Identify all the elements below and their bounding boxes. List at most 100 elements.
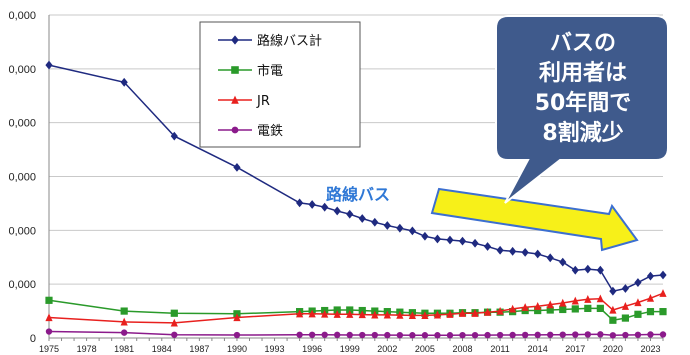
x-tick-label: 1993 <box>265 344 285 354</box>
x-tick-label: 1987 <box>189 344 209 354</box>
data-point <box>509 246 517 256</box>
data-point <box>321 309 329 318</box>
data-point <box>171 331 178 338</box>
data-point <box>120 317 128 326</box>
data-point <box>446 235 454 245</box>
data-point <box>584 264 592 274</box>
data-point <box>622 331 629 339</box>
data-point <box>170 309 178 317</box>
data-point <box>471 331 479 339</box>
data-point <box>609 286 617 296</box>
data-point <box>233 162 241 172</box>
data-point <box>484 331 491 339</box>
data-point <box>521 331 529 339</box>
data-point <box>446 332 454 339</box>
data-point <box>409 332 416 339</box>
data-point <box>571 305 579 313</box>
data-point <box>120 307 128 315</box>
callout-bubble <box>495 15 669 204</box>
data-point <box>521 248 529 257</box>
data-point <box>433 234 442 244</box>
data-point <box>321 202 329 212</box>
x-tick-label: 2002 <box>377 344 397 354</box>
data-point <box>584 304 592 312</box>
data-point <box>634 298 642 307</box>
data-point <box>509 331 516 339</box>
data-point <box>596 265 604 275</box>
data-point <box>659 289 667 297</box>
data-point <box>609 332 617 339</box>
data-point <box>559 257 567 267</box>
data-point <box>546 300 554 309</box>
data-point <box>396 223 404 233</box>
data-point <box>408 311 416 319</box>
data-point <box>458 236 467 246</box>
data-point <box>170 318 178 327</box>
y-tick-label: 0,000 <box>8 279 36 291</box>
data-point <box>509 304 517 313</box>
data-point <box>371 310 379 319</box>
data-point <box>45 296 53 304</box>
data-point <box>358 214 366 223</box>
x-tick-label: 2014 <box>528 344 548 354</box>
data-point <box>559 305 567 314</box>
trend-arrow-shape <box>430 187 639 252</box>
x-tick-label: 1975 <box>39 344 59 354</box>
data-point <box>296 331 303 338</box>
data-point <box>446 310 454 318</box>
y-tick-label: 0,000 <box>8 10 36 22</box>
data-point <box>433 310 442 319</box>
data-point <box>333 306 341 314</box>
x-tick-label: 1990 <box>227 344 247 354</box>
x-tick-label: 2017 <box>565 344 585 354</box>
x-tick-label: 2008 <box>452 344 472 354</box>
data-point <box>646 271 655 281</box>
x-tick-label: 1984 <box>152 344 172 354</box>
legend-label: JR <box>256 94 270 109</box>
y-tick-label: 0,000 <box>8 118 36 130</box>
callout-line-1: バスの <box>550 31 616 56</box>
data-point <box>346 331 353 339</box>
callout-line-4: 8割減少 <box>542 120 623 146</box>
series-line <box>48 299 663 322</box>
legend-item: 路線バス計 <box>218 33 322 49</box>
data-point <box>308 200 316 209</box>
data-point <box>634 278 642 287</box>
data-point <box>521 303 529 311</box>
data-point <box>572 331 579 338</box>
data-point <box>334 331 341 339</box>
data-point <box>346 209 354 219</box>
data-point <box>571 265 579 275</box>
data-point <box>621 314 630 322</box>
data-point <box>597 331 604 338</box>
data-point <box>384 331 391 339</box>
data-point <box>546 306 554 314</box>
data-point <box>333 310 341 318</box>
legend-item: 市電 <box>218 63 283 79</box>
data-point <box>584 295 592 303</box>
callout-line-2: 利用者は <box>539 61 627 86</box>
data-point <box>233 313 241 322</box>
data-point <box>408 226 416 236</box>
data-point <box>371 217 379 227</box>
data-point <box>296 198 304 208</box>
series-1 <box>45 60 667 296</box>
data-point <box>659 270 667 280</box>
x-tick-label: 1996 <box>302 344 322 354</box>
data-point <box>396 331 404 339</box>
arrow-label: 路線バス <box>326 185 390 204</box>
legend-item: 電鉄 <box>218 124 283 139</box>
series-line <box>48 330 663 337</box>
series-group <box>45 60 667 339</box>
data-point <box>596 304 604 312</box>
data-point <box>45 313 53 322</box>
data-point <box>584 331 592 338</box>
data-point <box>534 302 542 310</box>
data-point <box>421 332 429 339</box>
trend-arrow: 路線バス <box>326 185 639 252</box>
data-point <box>233 331 241 339</box>
data-point <box>358 310 366 319</box>
data-point <box>120 329 128 336</box>
